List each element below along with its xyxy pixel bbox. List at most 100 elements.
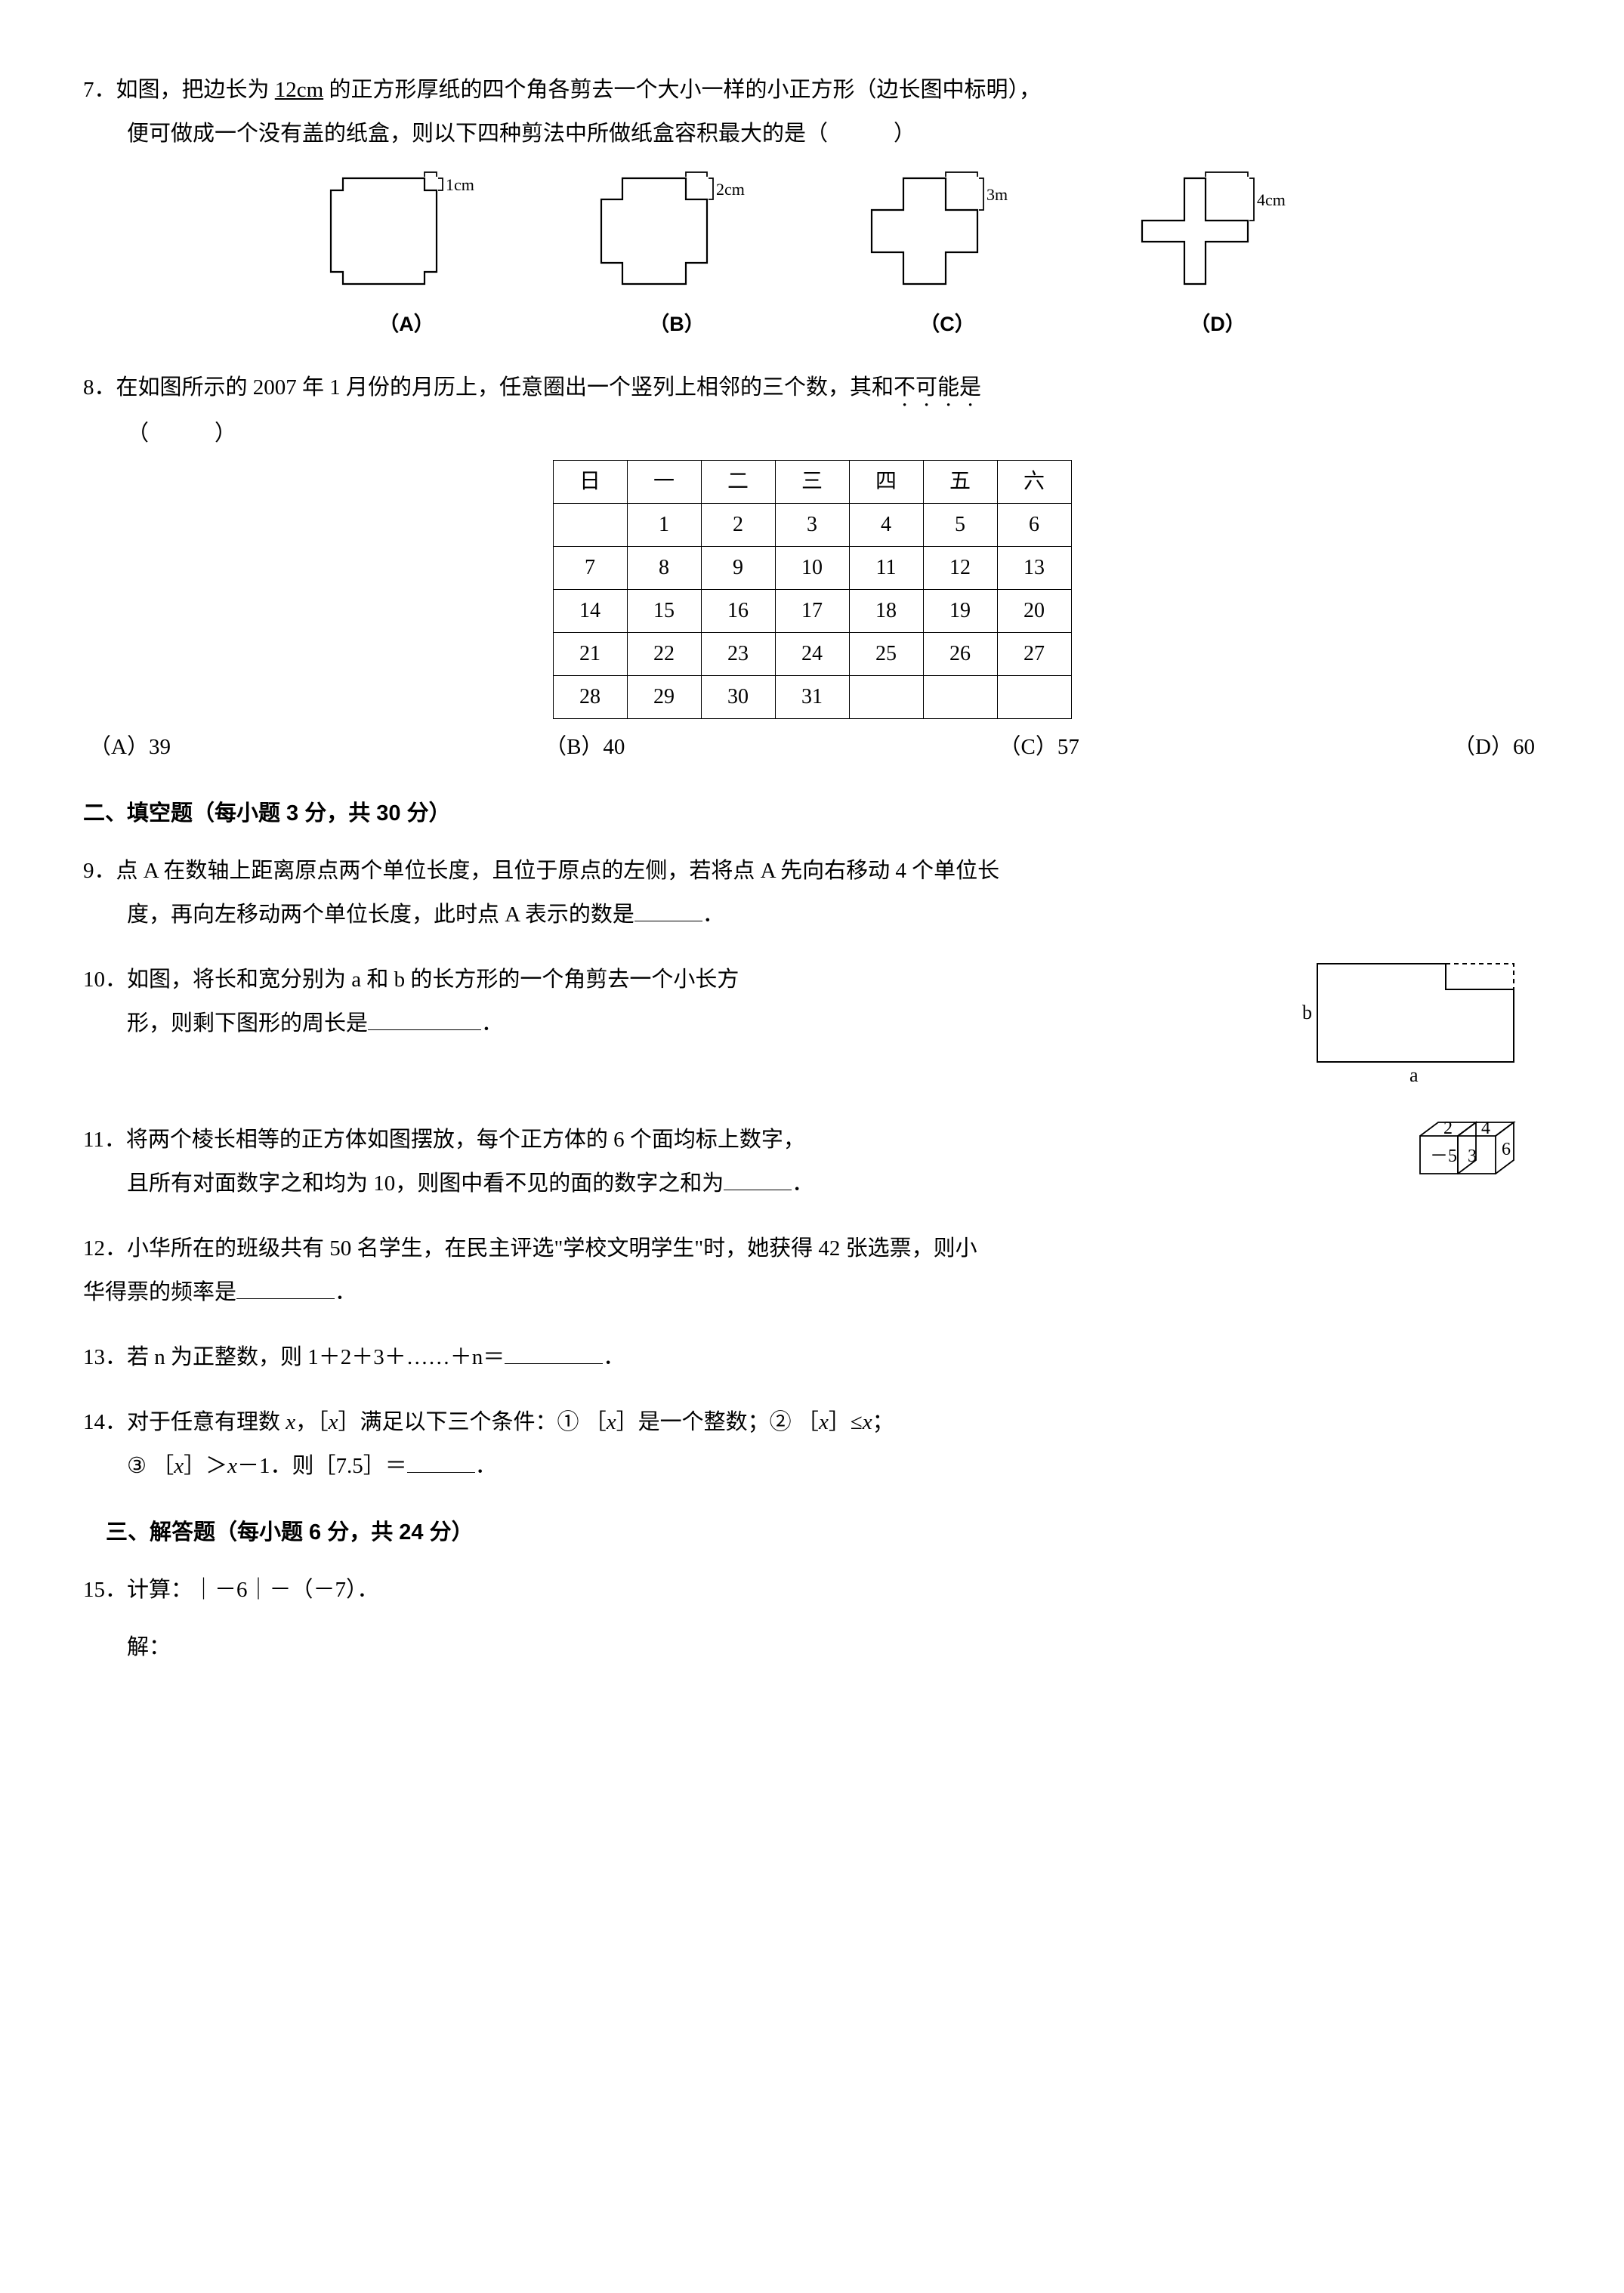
cal-cell: 10 [775, 547, 849, 590]
cal-cell: 25 [849, 633, 923, 676]
q7-underlined-12cm: 12cm [275, 78, 323, 102]
cal-cell: 15 [627, 590, 701, 633]
question-14: 14．对于任意有理数 x，［x］满足以下三个条件：① ［x］是一个整数；② ［x… [83, 1400, 1541, 1488]
cal-cell: 3 [775, 504, 849, 547]
q9-line1: 9．点 A 在数轴上距离原点两个单位长度，且位于原点的左侧，若将点 A 先向右移… [83, 849, 1541, 893]
q10-line1: 10．如图，将长和宽分别为 a 和 b 的长方形的一个角剪去一个小长方 [83, 958, 1267, 1001]
cal-cell: 28 [553, 676, 627, 719]
q9-blank [634, 899, 702, 921]
cal-cell [849, 676, 923, 719]
cal-cell: 19 [923, 590, 997, 633]
q15-text: 15．计算：｜－6｜－（－7）． [83, 1568, 1541, 1612]
svg-text:2: 2 [1443, 1119, 1453, 1138]
cal-cell: 29 [627, 676, 701, 719]
q11-figure: 2 －5 43 6 [1416, 1118, 1541, 1195]
q7-figure-B: 2cm（B） [576, 163, 778, 344]
cal-header: 四 [849, 461, 923, 504]
cal-cell: 8 [627, 547, 701, 590]
cal-cell: 16 [701, 590, 775, 633]
cal-header: 日 [553, 461, 627, 504]
svg-text:a: a [1409, 1064, 1419, 1082]
question-9: 9．点 A 在数轴上距离原点两个单位长度，且位于原点的左侧，若将点 A 先向右移… [83, 849, 1541, 937]
q7-figure-C: 3m（C） [846, 163, 1048, 344]
q8-options: （A）39 （B）40 （C）57 （D）60 [83, 725, 1541, 769]
cal-cell: 7 [553, 547, 627, 590]
q12-line2: 华得票的频率是． [83, 1270, 1541, 1314]
cal-cell: 11 [849, 547, 923, 590]
cal-header: 五 [923, 461, 997, 504]
cal-cell: 22 [627, 633, 701, 676]
svg-text:4cm: 4cm [1257, 190, 1286, 209]
q14-line2: ③ ［x］＞x－1．则［7.5］＝． [83, 1444, 1541, 1488]
svg-text:2cm: 2cm [716, 180, 745, 199]
q11-line2: 且所有对面数字之和均为 10，则图中看不见的面的数字之和为． [83, 1162, 1393, 1205]
svg-text:4: 4 [1481, 1119, 1490, 1138]
cal-header: 一 [627, 461, 701, 504]
q10-figure: ba [1290, 958, 1541, 1097]
cal-cell: 20 [997, 590, 1071, 633]
q14-line1: 14．对于任意有理数 x，［x］满足以下三个条件：① ［x］是一个整数；② ［x… [83, 1400, 1541, 1444]
cal-header: 六 [997, 461, 1071, 504]
svg-text:b: b [1302, 1001, 1312, 1023]
cal-cell: 21 [553, 633, 627, 676]
q10-blank [368, 1008, 481, 1030]
svg-text:3m: 3m [986, 185, 1008, 204]
q8-opt-b: （B）40 [545, 725, 625, 769]
cal-cell: 18 [849, 590, 923, 633]
q12-blank [236, 1276, 335, 1299]
q11-blank [724, 1168, 792, 1190]
cal-cell: 1 [627, 504, 701, 547]
q12-line1: 12．小华所在的班级共有 50 名学生，在民主评选"学校文明学生"时，她获得 4… [83, 1227, 1541, 1270]
q8-dotted-emphasis: 不可能是 [894, 375, 981, 400]
cal-cell: 30 [701, 676, 775, 719]
section-2-title: 二、填空题（每小题 3 分，共 30 分） [83, 792, 1541, 835]
svg-text:－5: －5 [1430, 1146, 1457, 1166]
cal-cell [923, 676, 997, 719]
q13-blank [505, 1341, 603, 1364]
section-3-title: 三、解答题（每小题 6 分，共 24 分） [83, 1511, 1541, 1554]
calendar-table: 日一二三四五六123456789101112131415161718192021… [553, 460, 1072, 719]
cal-cell: 9 [701, 547, 775, 590]
q7-text-line1: 7．如图，把边长为 12cm 的正方形厚纸的四个角各剪去一个大小一样的小正方形（… [83, 68, 1541, 112]
q8-opt-c: （C）57 [999, 725, 1079, 769]
cal-cell: 12 [923, 547, 997, 590]
q11-line1: 11．将两个棱长相等的正方体如图摆放，每个正方体的 6 个面均标上数字， [83, 1118, 1393, 1162]
q8-text-line1: 8．在如图所示的 2007 年 1 月份的月历上，任意圈出一个竖列上相邻的三个数… [83, 366, 1541, 412]
question-10: 10．如图，将长和宽分别为 a 和 b 的长方形的一个角剪去一个小长方 形，则剩… [83, 958, 1541, 1097]
cal-cell: 14 [553, 590, 627, 633]
q7-figure-A: 1cm（A） [305, 163, 508, 344]
cal-cell: 31 [775, 676, 849, 719]
cal-cell [553, 504, 627, 547]
q7-figure-D: 4cm（D） [1116, 163, 1319, 344]
cal-cell: 2 [701, 504, 775, 547]
q8-opt-d: （D）60 [1453, 725, 1535, 769]
q8-opt-a: （A）39 [89, 725, 171, 769]
question-12: 12．小华所在的班级共有 50 名学生，在民主评选"学校文明学生"时，她获得 4… [83, 1227, 1541, 1314]
cal-cell: 26 [923, 633, 997, 676]
cal-header: 二 [701, 461, 775, 504]
question-11: 11．将两个棱长相等的正方体如图摆放，每个正方体的 6 个面均标上数字， 且所有… [83, 1118, 1541, 1205]
cal-header: 三 [775, 461, 849, 504]
q8-paren: （ ） [83, 412, 1541, 455]
question-13: 13．若 n 为正整数，则 1＋2＋3＋……＋n＝． [83, 1335, 1541, 1379]
question-8: 8．在如图所示的 2007 年 1 月份的月历上，任意圈出一个竖列上相邻的三个数… [83, 366, 1541, 769]
question-7: 7．如图，把边长为 12cm 的正方形厚纸的四个角各剪去一个大小一样的小正方形（… [83, 68, 1541, 344]
svg-text:3: 3 [1468, 1146, 1477, 1166]
q10-line2: 形，则剩下图形的周长是． [83, 1001, 1267, 1045]
q14-blank [407, 1450, 475, 1473]
cal-cell [997, 676, 1071, 719]
question-15: 15．计算：｜－6｜－（－7）． 解： [83, 1568, 1541, 1669]
cal-cell: 4 [849, 504, 923, 547]
svg-text:1cm: 1cm [446, 175, 474, 194]
cal-cell: 27 [997, 633, 1071, 676]
cal-cell: 6 [997, 504, 1071, 547]
cal-cell: 5 [923, 504, 997, 547]
q7-figures-row: 1cm（A） 2cm（B） 3m（C） 4cm（D） [83, 163, 1541, 344]
cal-cell: 23 [701, 633, 775, 676]
cal-cell: 24 [775, 633, 849, 676]
q9-line2: 度，再向左移动两个单位长度，此时点 A 表示的数是． [83, 893, 1541, 937]
q7-text-line2: 便可做成一个没有盖的纸盒，则以下四种剪法中所做纸盒容积最大的是（ ） [83, 112, 1541, 156]
cal-cell: 17 [775, 590, 849, 633]
q15-solve-label: 解： [83, 1625, 1541, 1669]
svg-text:6: 6 [1502, 1140, 1511, 1159]
